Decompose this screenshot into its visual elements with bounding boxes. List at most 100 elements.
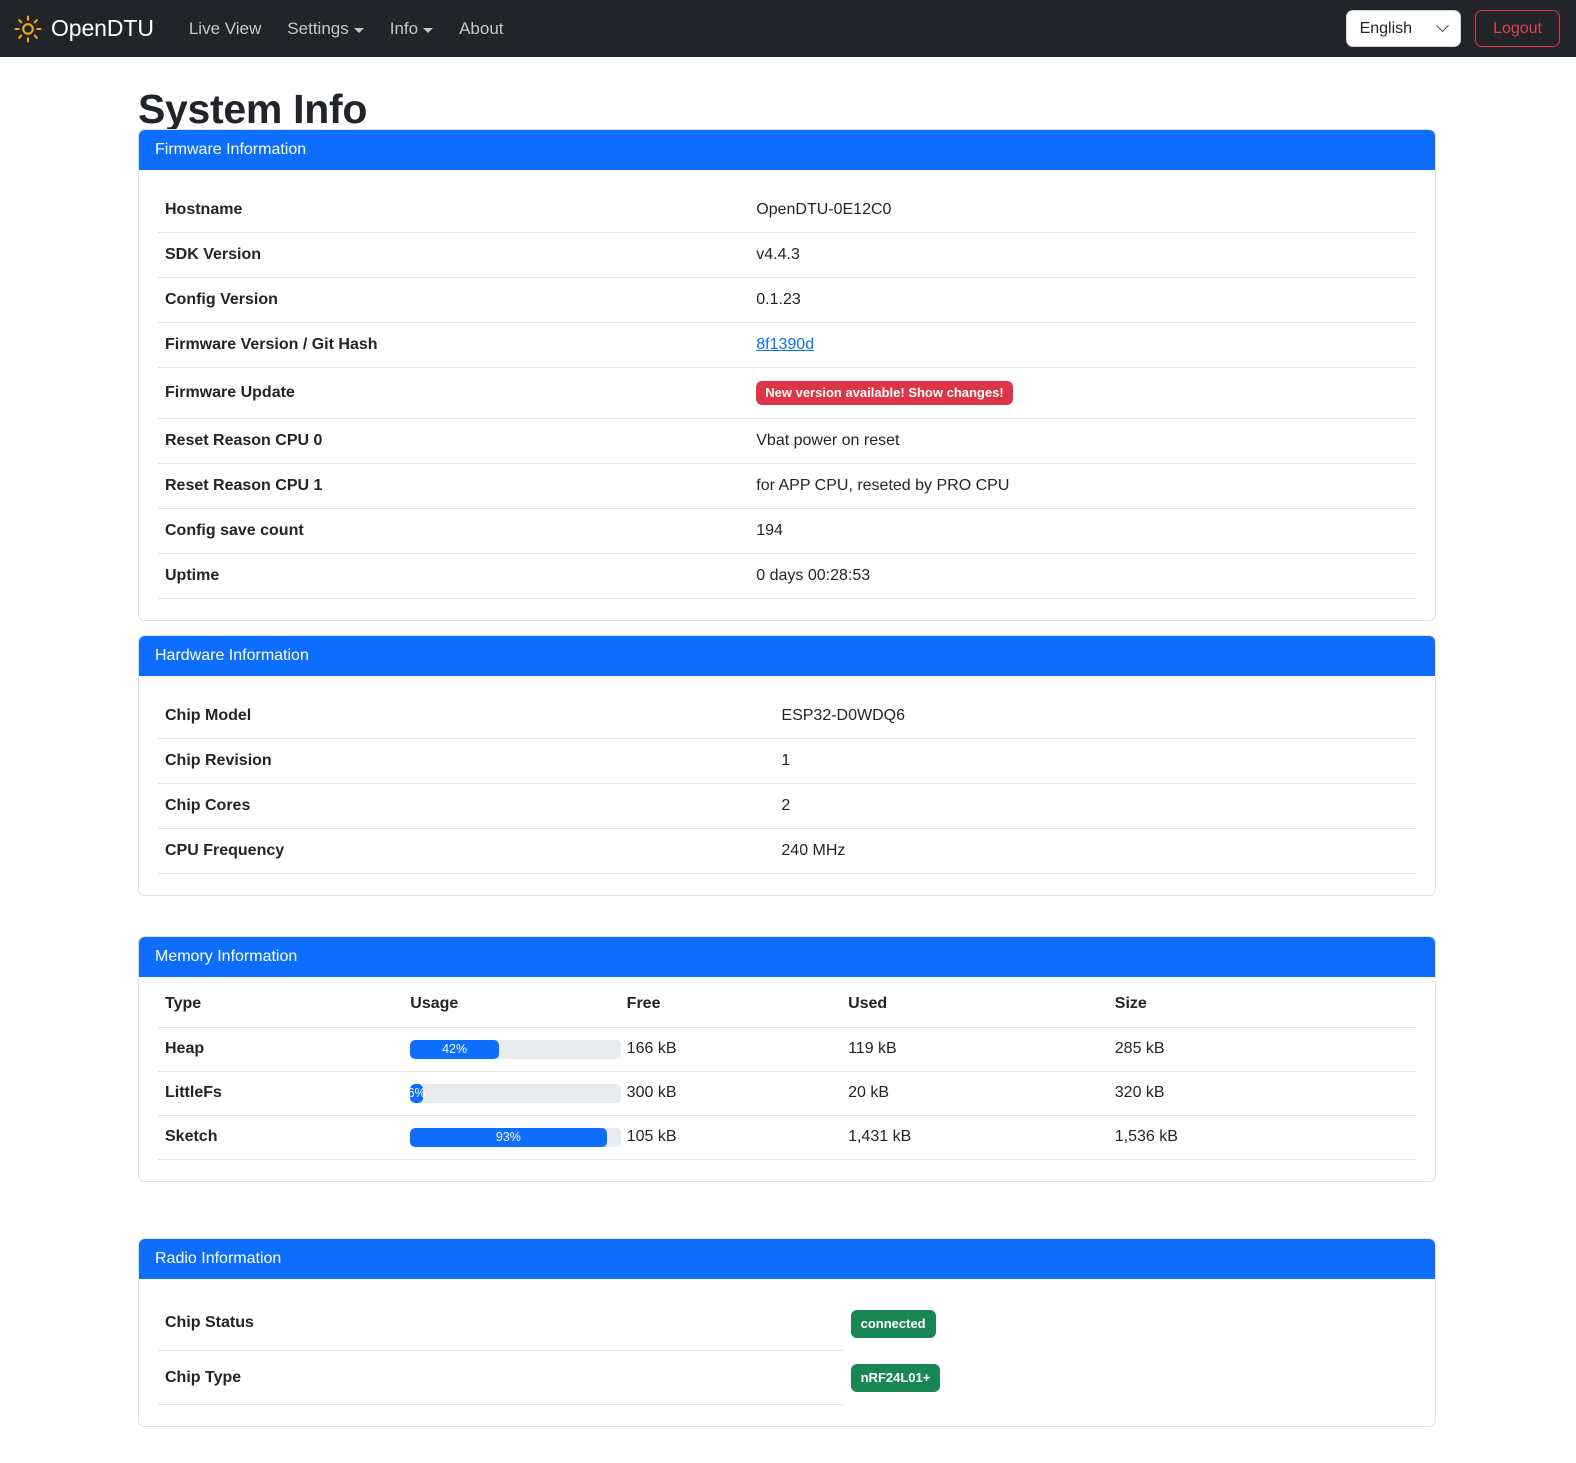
hardware-information-card: Hardware Information Chip Model ESP32-D0… xyxy=(138,635,1436,896)
nav-item-label: About xyxy=(459,18,504,38)
chevron-down-icon xyxy=(1436,19,1449,33)
row-label: Reset Reason CPU 0 xyxy=(158,418,750,464)
row-value: 1 xyxy=(774,738,1416,784)
table-row: Chip Model ESP32-D0WDQ6 xyxy=(158,693,1416,739)
row-label: Firmware Update xyxy=(158,367,750,419)
radio-information-card: Radio Information Chip Status connected … xyxy=(138,1238,1436,1428)
row-usage: 42% xyxy=(403,1027,622,1072)
top-navbar: OpenDTU Live View Settings Info About En… xyxy=(0,0,1576,57)
row-size: 285 kB xyxy=(1107,1027,1416,1072)
nav-item-settings[interactable]: Settings xyxy=(274,11,376,47)
row-value: v4.4.3 xyxy=(749,232,1416,278)
radio-table: Chip Status connected Chip Type nRF24L01… xyxy=(158,1296,1416,1406)
table-row: Chip Revision 1 xyxy=(158,738,1416,784)
row-value: 2 xyxy=(774,783,1416,829)
nav-item-live-view[interactable]: Live View xyxy=(176,11,274,47)
row-value: connected xyxy=(844,1297,1416,1351)
row-value: OpenDTU-0E12C0 xyxy=(749,187,1416,233)
row-value: 0.1.23 xyxy=(749,277,1416,323)
row-used: 119 kB xyxy=(841,1027,1108,1072)
row-label: Chip Status xyxy=(158,1296,844,1352)
memory-table: Type Usage Free Used Size Heap 42% 166 k… xyxy=(158,994,1416,1160)
usage-progress-bar: 6% xyxy=(410,1083,622,1103)
usage-progress-bar: 42% xyxy=(410,1039,622,1059)
radio-card-body: Chip Status connected Chip Type nRF24L01… xyxy=(139,1279,1435,1426)
row-value: for APP CPU, reseted by PRO CPU xyxy=(749,463,1416,509)
table-row: Chip Type nRF24L01+ xyxy=(158,1350,1416,1406)
row-value: 8f1390d xyxy=(749,322,1416,368)
hardware-card-body: Chip Model ESP32-D0WDQ6 Chip Revision 1 … xyxy=(139,676,1435,895)
table-row: Reset Reason CPU 1 for APP CPU, reseted … xyxy=(158,463,1416,509)
row-value: New version available! Show changes! xyxy=(749,367,1416,419)
column-header-free: Free xyxy=(619,994,842,1028)
row-usage: 93% xyxy=(403,1115,622,1160)
row-free: 300 kB xyxy=(619,1071,842,1116)
table-row: Firmware Version / Git Hash 8f1390d xyxy=(158,322,1416,368)
table-row: LittleFs 6% 300 kB 20 kB 320 kB xyxy=(158,1071,1416,1116)
radio-card-header: Radio Information xyxy=(139,1239,1435,1279)
column-header-usage: Usage xyxy=(403,994,620,1028)
row-label: Firmware Version / Git Hash xyxy=(158,322,750,368)
row-used: 1,431 kB xyxy=(841,1115,1108,1160)
memory-card-body: Type Usage Free Used Size Heap 42% 166 k… xyxy=(139,977,1435,1181)
chip-type-badge: nRF24L01+ xyxy=(850,1363,941,1392)
row-size: 320 kB xyxy=(1107,1071,1416,1116)
nav-item-label: Live View xyxy=(188,18,262,38)
usage-progress-fill: 93% xyxy=(410,1127,607,1147)
row-value: nRF24L01+ xyxy=(844,1351,1416,1405)
row-type: LittleFs xyxy=(158,1071,404,1116)
row-size: 1,536 kB xyxy=(1107,1115,1416,1160)
memory-table-head: Type Usage Free Used Size xyxy=(158,994,1416,1028)
language-select[interactable]: English xyxy=(1345,10,1462,47)
firmware-update-badge[interactable]: New version available! Show changes! xyxy=(756,380,1013,405)
row-value: ESP32-D0WDQ6 xyxy=(774,693,1416,739)
memory-card-header: Memory Information xyxy=(139,937,1435,977)
usage-progress-bar: 93% xyxy=(410,1127,622,1147)
logout-button[interactable]: Logout xyxy=(1475,10,1560,47)
firmware-card-body: Hostname OpenDTU-0E12C0 SDK Version v4.4… xyxy=(139,170,1435,620)
table-row: Chip Status connected xyxy=(158,1296,1416,1352)
row-label: Chip Model xyxy=(158,693,775,739)
git-hash-link[interactable]: 8f1390d xyxy=(756,335,815,353)
language-select-value: English xyxy=(1359,19,1413,37)
column-header-used: Used xyxy=(841,994,1108,1028)
page-title: System Info xyxy=(138,86,368,132)
hardware-card-header: Hardware Information xyxy=(139,636,1435,676)
memory-information-card: Memory Information Type Usage Free Used … xyxy=(138,936,1436,1182)
row-value: 240 MHz xyxy=(774,828,1416,874)
firmware-information-card: Firmware Information Hostname OpenDTU-0E… xyxy=(138,129,1436,621)
table-row: Firmware Update New version available! S… xyxy=(158,367,1416,419)
table-row: Config Version 0.1.23 xyxy=(158,277,1416,323)
nav-links: Live View Settings Info About xyxy=(176,11,517,47)
table-row: Hostname OpenDTU-0E12C0 xyxy=(158,187,1416,233)
column-header-type: Type xyxy=(158,994,404,1028)
chevron-down-icon xyxy=(423,27,434,33)
table-row: CPU Frequency 240 MHz xyxy=(158,828,1416,874)
row-label: Reset Reason CPU 1 xyxy=(158,463,750,509)
hardware-table: Chip Model ESP32-D0WDQ6 Chip Revision 1 … xyxy=(158,693,1416,874)
row-usage: 6% xyxy=(403,1071,622,1116)
navbar-right-controls: English Logout xyxy=(1345,10,1560,47)
usage-progress-fill: 42% xyxy=(410,1039,499,1059)
row-label: SDK Version xyxy=(158,232,750,278)
row-label: Config Version xyxy=(158,277,750,323)
firmware-card-header: Firmware Information xyxy=(139,130,1435,170)
table-row: Heap 42% 166 kB 119 kB 285 kB xyxy=(158,1027,1416,1072)
row-free: 105 kB xyxy=(619,1115,842,1160)
row-label: Uptime xyxy=(158,553,750,599)
nav-item-label: Info xyxy=(389,18,419,38)
row-value: 194 xyxy=(749,508,1416,554)
table-row: Reset Reason CPU 0 Vbat power on reset xyxy=(158,418,1416,464)
row-used: 20 kB xyxy=(841,1071,1108,1116)
row-value: Vbat power on reset xyxy=(749,418,1416,464)
row-label: Chip Revision xyxy=(158,738,775,784)
nav-item-label: Settings xyxy=(287,18,349,38)
nav-item-info[interactable]: Info xyxy=(377,11,446,47)
row-label: Hostname xyxy=(158,187,750,233)
memory-table-body: Heap 42% 166 kB 119 kB 285 kB LittleFs 6… xyxy=(158,1027,1416,1160)
chip-status-badge: connected xyxy=(850,1309,936,1338)
table-header-row: Type Usage Free Used Size xyxy=(158,994,1416,1028)
row-type: Sketch xyxy=(158,1115,404,1160)
nav-item-about[interactable]: About xyxy=(446,11,516,47)
brand-logo[interactable]: OpenDTU xyxy=(14,14,154,43)
